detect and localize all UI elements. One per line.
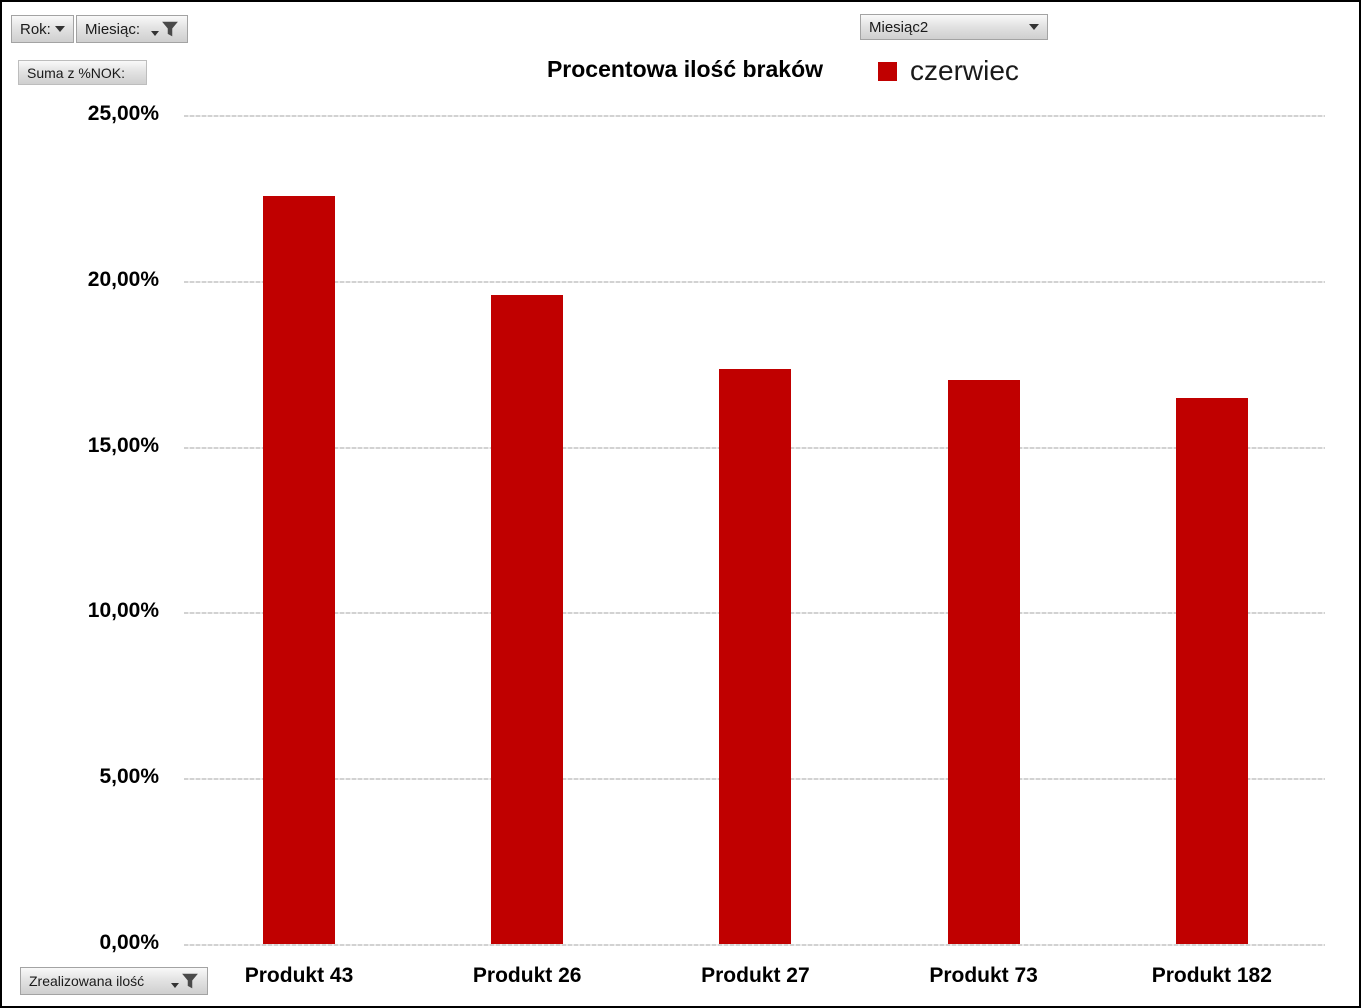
y-axis-tick-label: 5,00%: [99, 765, 159, 789]
suma-znok-field-button[interactable]: Suma z %NOK:: [18, 60, 147, 85]
bar-produkt-43[interactable]: [263, 195, 335, 944]
y-axis-tick-label: 0,00%: [99, 931, 159, 954]
filter-funnel-icon: [162, 21, 178, 37]
miesiac-filter-button[interactable]: Miesiąc:: [76, 15, 188, 43]
x-axis-category-label: Produkt 73: [929, 964, 1038, 987]
miesiac2-label: Miesiąc2: [869, 18, 929, 36]
y-axis-tick-label: 20,00%: [87, 267, 159, 291]
legend-swatch: [878, 61, 897, 81]
y-axis-tick-label: 10,00%: [87, 599, 159, 623]
chart-title: Procentowa ilość braków: [546, 56, 824, 82]
x-axis-category-label: Produkt 27: [701, 964, 810, 987]
zrealizowana-ilosc-field-button[interactable]: Zrealizowana ilość: [20, 967, 208, 995]
miesiac-filter-label: Miesiąc:: [85, 20, 141, 38]
dropdown-arrow-icon: [55, 26, 65, 32]
y-axis-tick-label: 25,00%: [87, 102, 159, 125]
bar-produkt-182[interactable]: [1175, 397, 1248, 944]
dropdown-arrow-icon: [151, 31, 159, 36]
rok-filter-label: Rok:: [20, 20, 51, 38]
bar-produkt-26[interactable]: [491, 294, 564, 944]
y-axis-tick-label: 15,00%: [87, 433, 159, 457]
gridline: [184, 115, 1325, 117]
bar-produkt-27[interactable]: [719, 368, 792, 944]
gridline: [184, 280, 1325, 283]
x-axis-category-label: Produkt 26: [472, 964, 582, 987]
x-axis-category-label: Produkt 43: [244, 964, 354, 987]
miesiac2-dropdown[interactable]: Miesiąc2: [860, 14, 1048, 40]
dropdown-arrow-icon: [171, 983, 179, 988]
suma-znok-label: Suma z %NOK:: [27, 64, 126, 81]
gridline: [184, 944, 1325, 946]
rok-filter-button[interactable]: Rok:: [11, 15, 74, 43]
x-axis-category-label: Produkt 182: [1151, 964, 1272, 987]
filter-funnel-icon: [182, 973, 198, 989]
dropdown-arrow-icon: [1029, 24, 1039, 30]
legend-label: czerwiec: [910, 55, 1019, 86]
bar-produkt-73[interactable]: [947, 379, 1020, 944]
zrealizowana-ilosc-label: Zrealizowana ilość: [29, 973, 145, 989]
legend: czerwiec: [878, 55, 1019, 87]
